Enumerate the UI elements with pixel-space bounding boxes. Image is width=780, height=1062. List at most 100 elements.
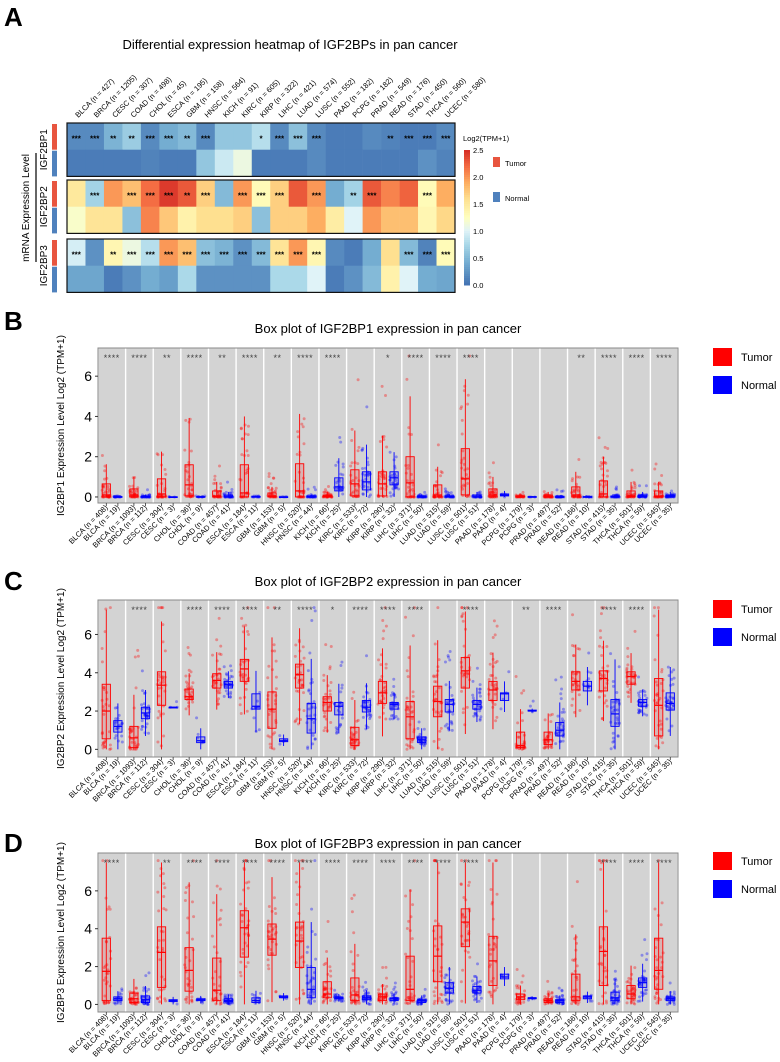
jitter-point	[295, 717, 299, 721]
heatmap-cell	[362, 149, 382, 177]
colorbar-segment	[464, 255, 470, 259]
jitter-point	[185, 885, 189, 889]
heatmap-cell	[307, 149, 326, 177]
box	[665, 692, 675, 711]
jitter-point	[350, 461, 354, 465]
jitter-point	[326, 484, 330, 488]
jitter-point	[405, 479, 409, 483]
heatmap-cell	[436, 265, 456, 293]
jitter-point	[434, 986, 438, 990]
heatmap-cell	[381, 123, 400, 150]
jitter-point	[384, 662, 388, 666]
jitter-point	[361, 985, 365, 989]
jitter-point	[109, 747, 113, 751]
jitter-point	[382, 475, 386, 479]
jitter-point	[239, 427, 243, 431]
jitter-point	[144, 974, 148, 978]
jitter-point	[108, 743, 112, 747]
jitter-point	[570, 479, 574, 483]
jitter-point	[411, 903, 415, 907]
category-panel	[181, 348, 208, 503]
jitter-point	[189, 670, 193, 674]
jitter-point	[239, 960, 243, 964]
jitter-point	[189, 449, 193, 453]
heatmap-cell	[159, 239, 179, 266]
jitter-point	[350, 697, 354, 701]
colorbar-segment	[464, 219, 470, 223]
significance-mark: ***	[145, 134, 155, 143]
jitter-point	[239, 974, 243, 978]
significance-mark: ****	[214, 858, 230, 868]
jitter-point	[487, 471, 491, 475]
box	[654, 937, 664, 990]
jitter-point	[274, 486, 278, 490]
box	[239, 910, 249, 958]
jitter-point	[382, 437, 386, 441]
jitter-point	[378, 715, 382, 719]
significance-mark: ***	[90, 134, 100, 143]
significance-mark: ***	[145, 250, 155, 259]
heatmap-cell	[270, 265, 290, 293]
jitter-point	[108, 606, 112, 610]
heatmap-cell	[177, 123, 197, 150]
jitter-point	[404, 952, 408, 956]
jitter-point	[294, 997, 298, 1001]
jitter-point	[229, 669, 233, 673]
jitter-point	[611, 736, 615, 740]
heatmap-group-border	[66, 179, 456, 235]
jitter-point	[601, 645, 605, 649]
y-tick-label: 4	[84, 665, 92, 681]
jitter-point	[440, 471, 444, 475]
jitter-point	[472, 974, 476, 978]
jitter-point	[489, 484, 493, 488]
jitter-point	[611, 731, 615, 735]
heatmap-cell	[362, 180, 382, 207]
jitter-point	[605, 1001, 609, 1005]
jitter-point	[245, 881, 249, 885]
legend-normal-label: Normal	[741, 380, 776, 392]
jitter-point	[388, 450, 392, 454]
jitter-point	[645, 713, 649, 717]
jitter-point	[479, 996, 483, 1000]
jitter-point	[272, 747, 276, 751]
jitter-point	[314, 957, 318, 961]
jitter-point	[599, 490, 603, 494]
jitter-point	[478, 979, 482, 983]
heatmap-cell	[214, 206, 234, 234]
jitter-point	[627, 976, 631, 980]
jitter-point	[103, 464, 107, 468]
jitter-point	[655, 991, 659, 995]
heatmap-cell	[344, 265, 363, 293]
heatmap-cell	[103, 239, 123, 266]
jitter-point	[407, 354, 411, 358]
jitter-point	[604, 699, 608, 703]
heatmap-cell	[325, 265, 345, 293]
category-panel	[402, 348, 429, 503]
jitter-point	[385, 445, 389, 449]
panel-label-c: C	[4, 566, 23, 596]
jitter-point	[313, 933, 317, 937]
box	[129, 725, 139, 748]
jitter-point	[405, 492, 409, 496]
jitter-point	[575, 880, 579, 884]
jitter-point	[351, 968, 355, 972]
category-panel	[209, 348, 236, 503]
jitter-point	[112, 1001, 116, 1005]
significance-mark: ***	[441, 250, 451, 259]
significance-mark: ***	[256, 250, 266, 259]
category-panel	[98, 348, 125, 503]
legend-tumor-label: Tumor	[505, 159, 527, 168]
jitter-point	[267, 472, 271, 476]
jitter-point	[156, 996, 160, 1000]
y-tick-label: 2	[84, 449, 92, 465]
heatmap-group-border	[66, 238, 456, 294]
colorbar-segment	[464, 267, 470, 270]
jitter-point	[467, 880, 471, 884]
colorbar-segment	[464, 273, 470, 277]
jitter-point	[294, 880, 298, 884]
heatmap-cell	[362, 123, 382, 150]
significance-mark: ***	[312, 134, 322, 143]
jitter-point	[258, 991, 262, 995]
jitter-point	[515, 967, 519, 971]
box	[196, 736, 206, 744]
